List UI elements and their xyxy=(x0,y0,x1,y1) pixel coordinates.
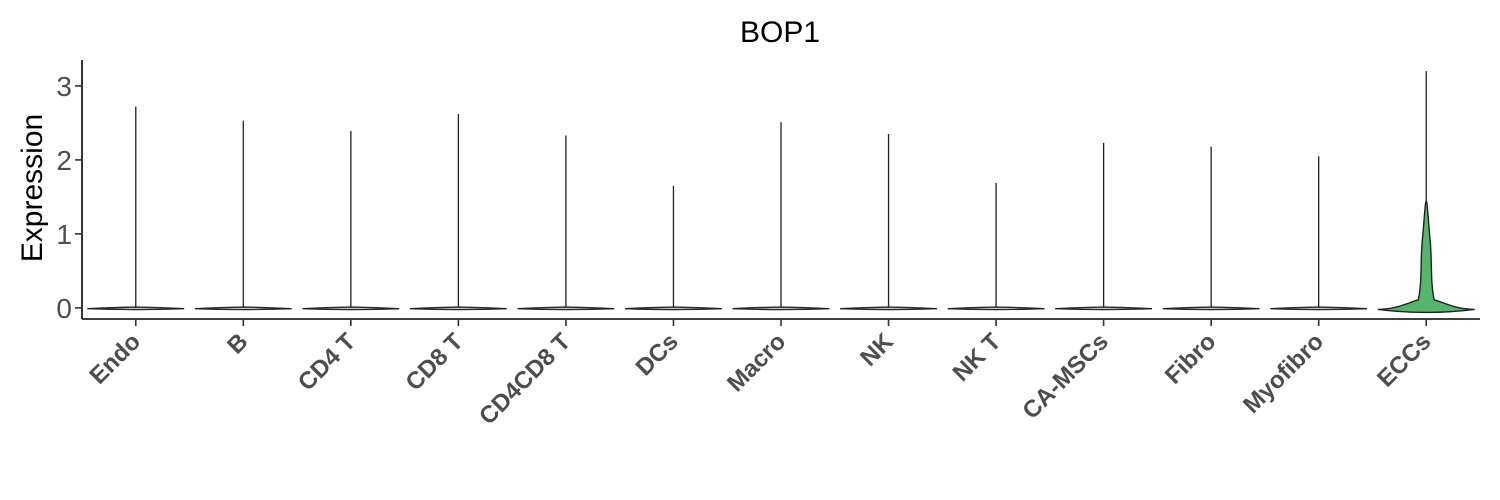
violin-nk-t xyxy=(947,182,1045,311)
x-tick-label: NK xyxy=(855,328,899,372)
y-tick-label: 3 xyxy=(56,71,72,102)
violin-body xyxy=(302,306,400,311)
violin-cd4-t xyxy=(302,131,400,311)
violins xyxy=(87,71,1475,314)
violin-fibro xyxy=(1162,146,1260,311)
violin-eccs xyxy=(1377,71,1475,314)
violin-endo xyxy=(87,106,185,311)
violin-body xyxy=(194,306,292,311)
y-tick-label: 0 xyxy=(56,293,72,324)
y-ticks: 0 1 2 3 xyxy=(56,71,82,324)
violin-body xyxy=(87,306,185,311)
violin-nk xyxy=(840,134,937,311)
violin-ca-mscs xyxy=(1055,142,1153,311)
violin-body xyxy=(1377,199,1475,314)
violin-body xyxy=(1055,306,1153,311)
violin-body xyxy=(1162,306,1260,311)
x-tick-label: B xyxy=(222,328,253,359)
violin-dcs xyxy=(625,185,722,311)
violin-cd4cd8-t xyxy=(517,135,615,311)
violin-myofibro xyxy=(1270,156,1368,311)
x-tick-label: Macro xyxy=(722,328,791,397)
x-tick-label: Endo xyxy=(84,328,146,390)
violin-body xyxy=(409,306,507,311)
violin-body xyxy=(517,306,615,311)
x-tick-label: CD4CD8 T xyxy=(474,328,576,430)
y-tick-label: 2 xyxy=(56,145,72,176)
x-tick-label: CA-MSCs xyxy=(1017,328,1113,424)
violin-body xyxy=(947,306,1045,311)
violin-body xyxy=(840,306,937,311)
violin-cd8-t xyxy=(409,114,507,311)
x-tick-label: NK T xyxy=(948,328,1007,387)
x-tick-label: CD8 T xyxy=(401,328,469,396)
x-tick-label: DCs xyxy=(631,328,684,381)
x-tick-label: CD4 T xyxy=(293,328,361,396)
x-ticks: Endo B CD4 T CD8 T CD4CD8 T DCs Macro NK NK T CA-… xyxy=(84,319,1436,430)
y-axis-label: Expression xyxy=(16,114,49,262)
violin-macro xyxy=(732,122,830,311)
violin-body xyxy=(625,306,722,311)
violin-b xyxy=(194,120,292,311)
x-tick-label: Fibro xyxy=(1160,328,1222,390)
x-tick-label: ECCs xyxy=(1372,328,1436,392)
violin-body xyxy=(732,306,830,311)
y-tick-label: 1 xyxy=(56,219,72,250)
x-tick-label: Myofibro xyxy=(1238,328,1329,419)
violin-body xyxy=(1270,306,1368,311)
chart-title: BOP1 xyxy=(740,16,820,49)
